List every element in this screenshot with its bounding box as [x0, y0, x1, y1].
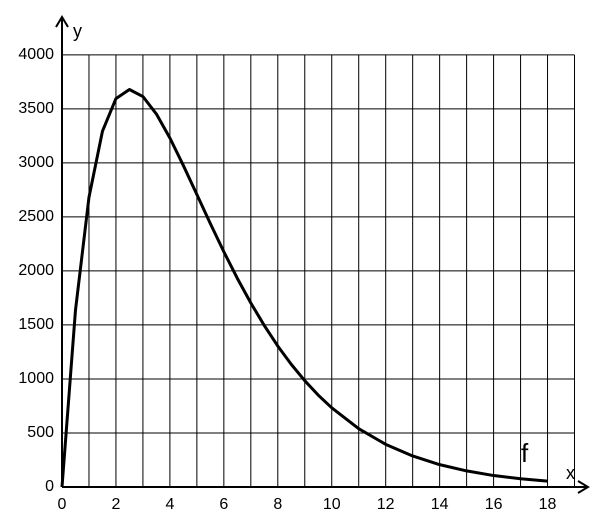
x-tick-label: 6 — [219, 496, 228, 513]
y-tick-label: 3500 — [18, 100, 54, 117]
y-tick-label: 2000 — [18, 262, 54, 279]
x-axis-arrow — [577, 480, 590, 494]
y-tick-label: 4000 — [18, 46, 54, 63]
y-tick-label: 1000 — [18, 370, 54, 387]
y-tick-label: 2500 — [18, 208, 54, 225]
y-tick-label: 0 — [45, 478, 54, 495]
series-label: f — [521, 438, 529, 468]
x-tick-label: 12 — [377, 496, 395, 513]
x-tick-label: 16 — [485, 496, 503, 513]
x-tick-label: 4 — [165, 496, 174, 513]
x-tick-label: 14 — [431, 496, 449, 513]
x-axis-label: x — [566, 463, 575, 483]
y-tick-label: 500 — [27, 424, 54, 441]
y-axis-label: y — [73, 21, 82, 41]
x-tick-label: 2 — [111, 496, 120, 513]
x-tick-label: 8 — [273, 496, 282, 513]
x-tick-label: 10 — [323, 496, 341, 513]
y-axis-arrow — [55, 15, 69, 28]
y-tick-label: 3000 — [18, 154, 54, 171]
x-tick-label: 0 — [58, 496, 67, 513]
y-tick-label: 1500 — [18, 316, 54, 333]
x-tick-label: 18 — [539, 496, 557, 513]
series-line — [60, 87, 548, 488]
